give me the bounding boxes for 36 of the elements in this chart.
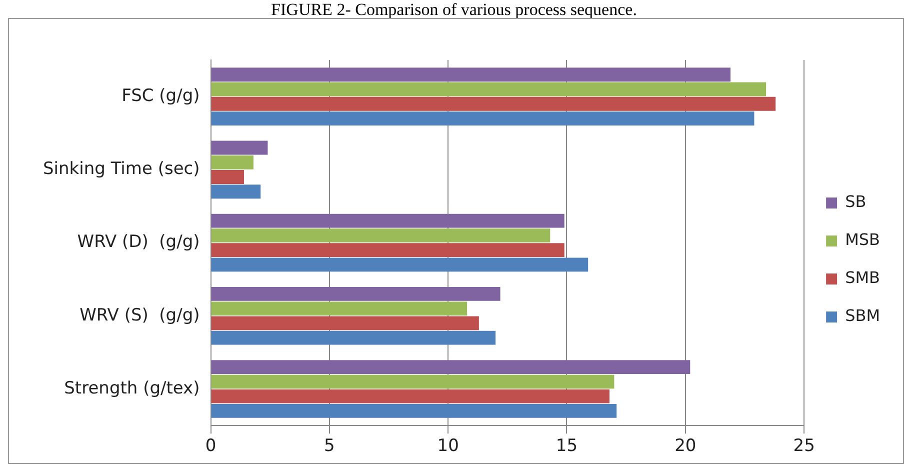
legend-label: SB — [845, 192, 866, 212]
x-tick-label: 5 — [324, 436, 335, 456]
x-tick-label: 0 — [205, 436, 216, 456]
x-tick-label: 10 — [437, 436, 459, 456]
bar — [211, 360, 690, 374]
bar — [211, 68, 730, 82]
y-tick-label: Strength (g/tex) — [64, 378, 200, 398]
bar — [211, 112, 754, 126]
bar — [211, 302, 468, 316]
bar — [211, 374, 614, 389]
bar — [211, 228, 550, 242]
bar — [211, 389, 610, 404]
bar — [211, 316, 479, 330]
legend-label: SMB — [845, 268, 880, 288]
bar — [211, 330, 496, 345]
y-tick-label: FSC (g/g) — [122, 86, 200, 106]
bar — [211, 170, 244, 184]
legend-label: SBM — [845, 306, 880, 326]
chart-title: FIGURE 2- Comparison of various process sequence. — [270, 0, 638, 20]
y-tick-label: WRV (D) (g/g) — [77, 232, 200, 252]
bar — [211, 96, 776, 111]
bar — [211, 214, 564, 228]
bar — [211, 243, 564, 258]
y-tick-label: WRV (S) (g/g) — [80, 305, 200, 326]
y-tick-label: Sinking Time (sec) — [42, 159, 200, 180]
bar — [211, 287, 500, 301]
bar — [211, 184, 261, 199]
bar — [211, 258, 588, 272]
bar — [211, 82, 766, 96]
x-tick-label: 15 — [556, 436, 578, 456]
bar — [211, 140, 268, 155]
x-tick-label: 25 — [793, 436, 815, 456]
x-tick-label: 20 — [674, 436, 696, 456]
legend-label: MSB — [845, 230, 880, 250]
bar — [211, 404, 617, 418]
bar — [211, 155, 254, 170]
